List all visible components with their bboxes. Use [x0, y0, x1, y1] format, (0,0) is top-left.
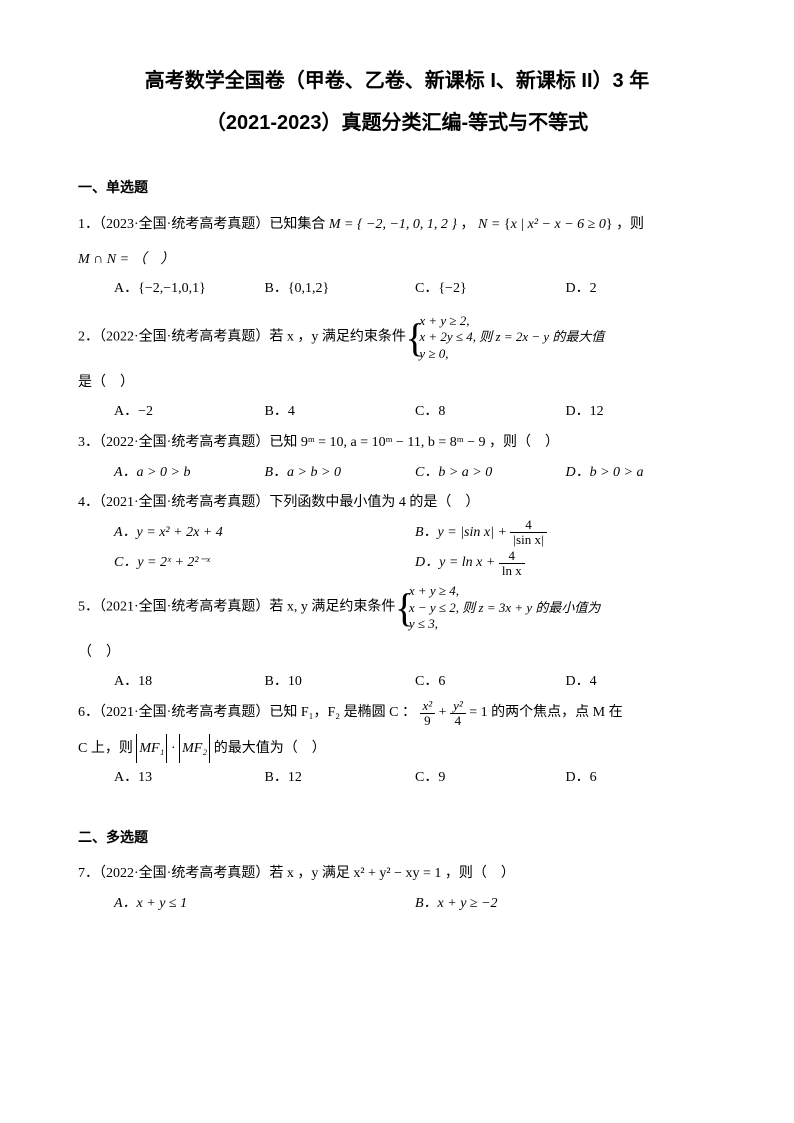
q4-d-den: ln x	[499, 564, 525, 578]
q6-frac2: y²4	[450, 699, 466, 727]
q6-f2d: 4	[450, 714, 466, 728]
q7-options: A．x + y ≤ 1 B．x + y ≥ −2	[78, 889, 716, 920]
section-2-heading: 二、多选题	[78, 828, 716, 848]
question-1: 1．（2023·全国·统考高考真题）已知集合 M = { −2, −1, 0, …	[78, 210, 716, 239]
q5-c1: x + y ≥ 4,	[409, 583, 459, 598]
q4-d-num: 4	[499, 549, 525, 564]
q6-plus: +	[439, 705, 450, 720]
q2-opt-c: C．8	[415, 397, 566, 428]
q6-line2-pre: C 上，则	[78, 741, 136, 756]
q5-opt-a: A．18	[114, 667, 265, 698]
q4-b-pre: B．y = |sin x| +	[415, 525, 510, 540]
q4-options-row1: A．y = x² + 2x + 4 B．y = |sin x| + 4|sin …	[78, 518, 716, 549]
q6-line2: C 上，则 MF₁ · MF₂ 的最大值为（ ）	[78, 734, 716, 763]
q2-c2: x + 2y ≤ 4, 则 z = 2x − y 的最大值	[419, 329, 604, 344]
q1-stem-pre: 1．（2023·全国·统考高考真题）已知集合	[78, 217, 329, 232]
q2-c1: x + y ≥ 2,	[419, 313, 469, 328]
q6-stem-pre: 6．（2021·全国·统考高考真题）已知 F₁，F₂ 是椭圆 C ：	[78, 705, 416, 720]
q6-options: A．13 B．12 C．9 D．6	[78, 763, 716, 794]
q6-f2n: y²	[450, 699, 466, 714]
q6-f1n: x²	[420, 699, 436, 714]
q2-opt-a: A．−2	[114, 397, 265, 428]
q6-f1d: 9	[420, 714, 436, 728]
q5-line2: （ ）	[78, 638, 716, 667]
q1-comma: ，	[461, 217, 479, 232]
q1-opt-d: D．2	[566, 274, 717, 305]
q5-opt-d: D．4	[566, 667, 717, 698]
q6-mf2: MF₂	[179, 734, 210, 763]
q4-d-pre: D．y = ln x +	[415, 555, 499, 570]
q6-opt-b: B．12	[265, 763, 416, 794]
q5-opt-c: C．6	[415, 667, 566, 698]
q2-opt-d: D．12	[566, 397, 717, 428]
q3-options: A．a > 0 > b B．a > b > 0 C．b > a > 0 D．b …	[78, 458, 716, 489]
q6-mf1: MF₁	[136, 734, 167, 763]
q3-opt-c: C．b > a > 0	[415, 458, 566, 489]
q2-c3: y ≥ 0,	[419, 346, 448, 361]
q1-opt-c: C．{−2}	[415, 274, 566, 305]
q2-line2: 是（ ）	[78, 368, 716, 397]
q1-n-prefix: N =	[478, 217, 504, 232]
q6-opt-d: D．6	[566, 763, 717, 794]
q6-dot: ·	[171, 741, 176, 756]
question-2: 2．（2022·全国·统考高考真题）若 x ，y 满足约束条件 x + y ≥ …	[78, 313, 716, 362]
question-7: 7．（2022·全国·统考高考真题）若 x ，y 满足 x² + y² − xy…	[78, 859, 716, 888]
question-5: 5．（2021·全国·统考高考真题）若 x, y 满足约束条件 x + y ≥ …	[78, 583, 716, 632]
q1-options: A．{−2,−1,0,1} B．{0,1,2} C．{−2} D．2	[78, 274, 716, 305]
q6-opt-a: A．13	[114, 763, 265, 794]
q7-opt-a: A．x + y ≤ 1	[114, 889, 415, 920]
section-1-heading: 一、单选题	[78, 178, 716, 198]
q1-line2: M ∩ N = （ ）	[78, 245, 716, 274]
q3-opt-b: B．a > b > 0	[265, 458, 416, 489]
q1-opt-a: A．{−2,−1,0,1}	[114, 274, 265, 305]
q1-opt-b: B．{0,1,2}	[265, 274, 416, 305]
q3-opt-d: D．b > 0 > a	[566, 458, 717, 489]
q4-d-frac: 4ln x	[499, 549, 525, 577]
q2-stem-pre: 2．（2022·全国·统考高考真题）若 x ，y 满足约束条件	[78, 330, 409, 345]
q2-opt-b: B．4	[265, 397, 416, 428]
q1-n-body: x | x² − x − 6 ≥ 0	[511, 217, 606, 232]
q5-opt-b: B．10	[265, 667, 416, 698]
q4-opt-d: D．y = ln x + 4ln x	[415, 548, 716, 579]
q3-opt-a: A．a > 0 > b	[114, 458, 265, 489]
q4-b-num: 4	[510, 518, 546, 533]
q1-stem-post: ，则	[616, 217, 644, 232]
q4-b-frac: 4|sin x|	[510, 518, 546, 546]
q5-c2: x − y ≤ 2, 则 z = 3x + y 的最小值为	[409, 600, 601, 615]
question-4: 4．（2021·全国·统考高考真题）下列函数中最小值为 4 的是（ ）	[78, 488, 716, 517]
q2-options: A．−2 B．4 C．8 D．12	[78, 397, 716, 428]
q4-opt-b: B．y = |sin x| + 4|sin x|	[415, 518, 716, 549]
q5-constraints: x + y ≥ 4, x − y ≤ 2, 则 z = 3x + y 的最小值为…	[399, 583, 601, 632]
q6-opt-c: C．9	[415, 763, 566, 794]
q6-eq: = 1 的两个焦点，点 M 在	[469, 705, 622, 720]
q4-opt-c: C．y = 2ˣ + 2²⁻ˣ	[114, 548, 415, 579]
question-6: 6．（2021·全国·统考高考真题）已知 F₁，F₂ 是椭圆 C ： x²9 +…	[78, 698, 716, 727]
q4-b-den: |sin x|	[510, 533, 546, 547]
q5-c3: y ≤ 3,	[409, 616, 438, 631]
q1-set-m: M = { −2, −1, 0, 1, 2 }	[329, 217, 457, 232]
q6-frac1: x²9	[420, 699, 436, 727]
q5-options: A．18 B．10 C．6 D．4	[78, 667, 716, 698]
title-line-2: （2021-2023）真题分类汇编-等式与不等式	[78, 102, 716, 144]
q5-stem-pre: 5．（2021·全国·统考高考真题）若 x, y 满足约束条件	[78, 600, 399, 615]
q2-constraints: x + y ≥ 2, x + 2y ≤ 4, 则 z = 2x − y 的最大值…	[409, 313, 604, 362]
q4-opt-a: A．y = x² + 2x + 4	[114, 518, 415, 549]
question-3: 3．（2022·全国·统考高考真题）已知 9ᵐ = 10, a = 10ᵐ − …	[78, 428, 716, 457]
q1-line2-text: M ∩ N = （ ）	[78, 252, 175, 267]
q4-options-row2: C．y = 2ˣ + 2²⁻ˣ D．y = ln x + 4ln x	[78, 548, 716, 579]
title-line-1: 高考数学全国卷（甲卷、乙卷、新课标 I、新课标 II）3 年	[78, 60, 716, 102]
q7-opt-b: B．x + y ≥ −2	[415, 889, 716, 920]
q6-line2-post: 的最大值为（ ）	[214, 741, 326, 756]
